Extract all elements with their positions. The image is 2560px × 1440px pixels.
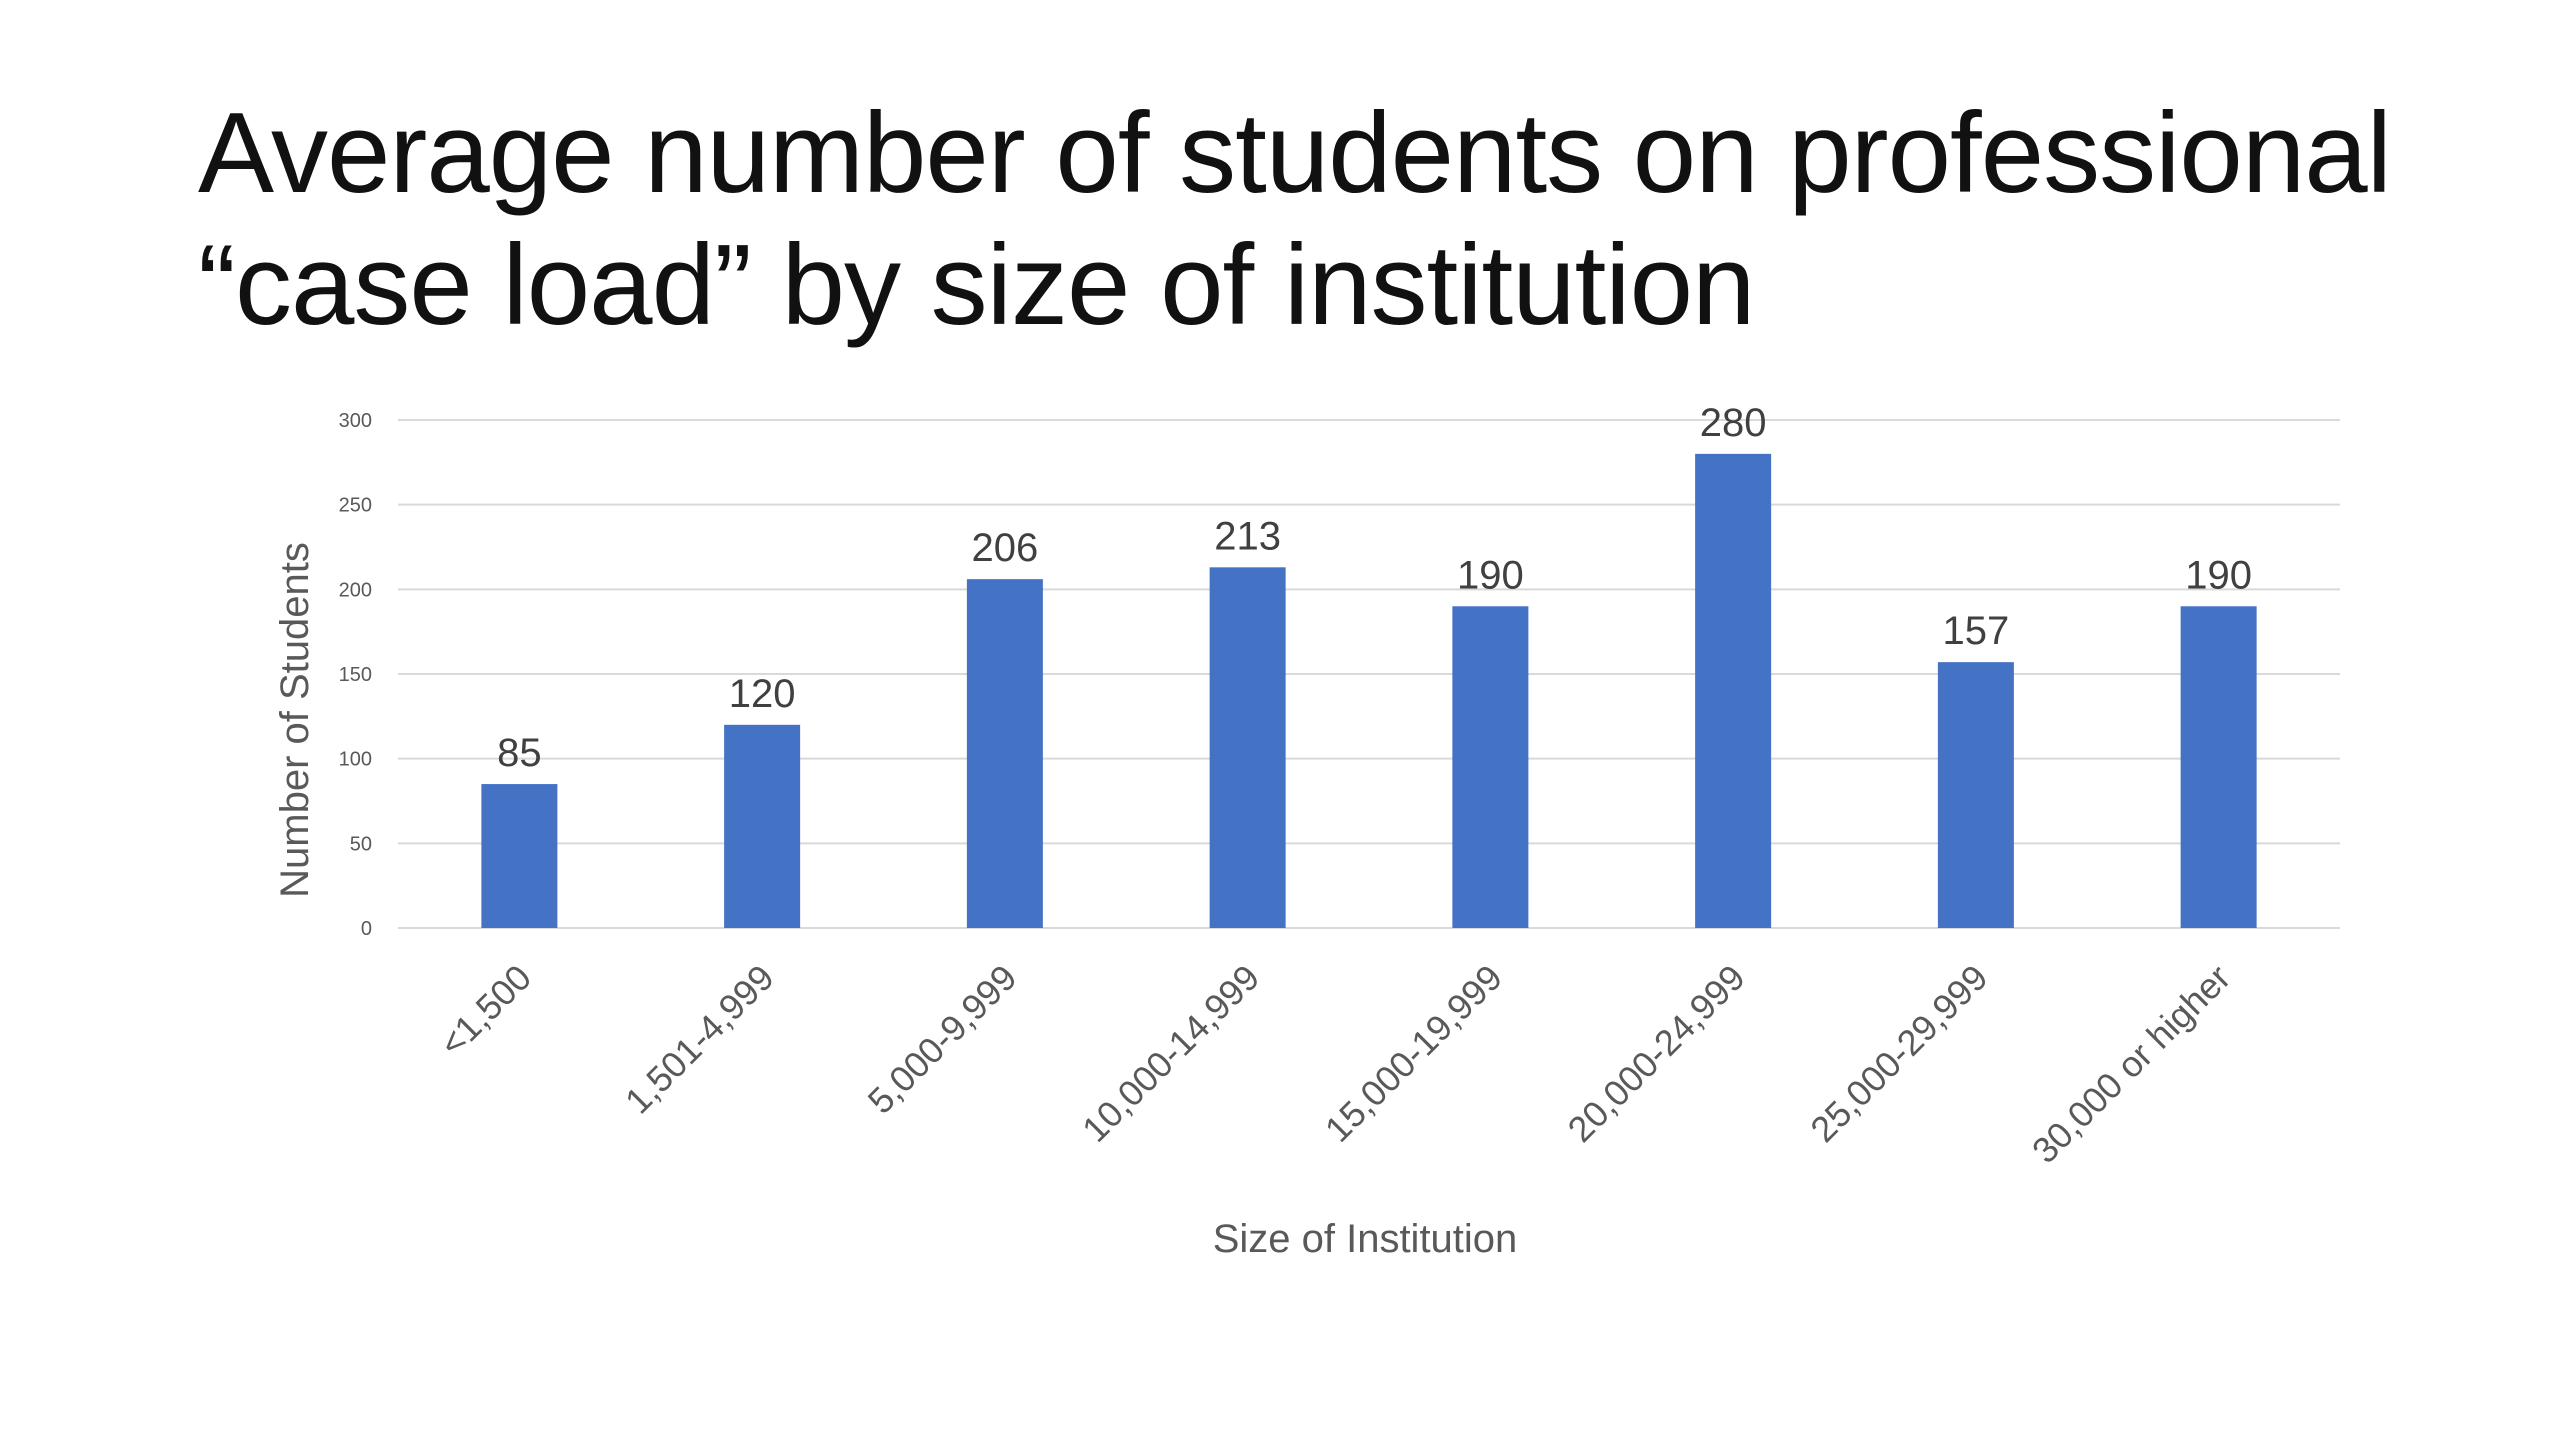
bar — [1209, 567, 1286, 928]
bar — [966, 579, 1043, 928]
y-tick-label: 200 — [339, 579, 372, 601]
bar — [1452, 606, 1529, 928]
x-tick-label: 15,000-19,999 — [1317, 957, 1510, 1150]
slide-title: Average number of students on profession… — [198, 88, 2478, 352]
y-tick-label: 0 — [361, 918, 372, 940]
x-tick-label: <1,500 — [431, 957, 539, 1065]
data-label: 190 — [1457, 553, 1524, 597]
y-tick-label: 300 — [339, 410, 372, 432]
data-label: 213 — [1214, 514, 1281, 558]
slide-title-line-2: “case load” by size of institution — [198, 222, 1755, 349]
bar — [481, 784, 558, 928]
x-tick-label: 5,000-9,999 — [860, 957, 1025, 1122]
data-label: 157 — [1943, 609, 2010, 653]
bar — [724, 724, 801, 928]
data-labels: 85 120 206 213 190 280 157 190 — [497, 401, 2252, 775]
x-tick-label: 30,000 or higher — [2024, 957, 2238, 1171]
y-axis-ticks: 0 50 100 150 200 250 300 — [339, 410, 372, 940]
x-axis-label: Size of Institution — [1213, 1217, 1518, 1261]
bars — [481, 453, 2257, 928]
data-label: 206 — [972, 526, 1039, 570]
x-tick-label: 25,000-29,999 — [1802, 957, 1995, 1150]
bar — [1937, 662, 2014, 928]
x-tick-label: 20,000-24,999 — [1560, 957, 1753, 1150]
gridlines — [398, 419, 2340, 929]
y-tick-label: 250 — [339, 495, 372, 517]
data-label: 85 — [497, 731, 542, 775]
slide-title-line-1: Average number of students on profession… — [198, 90, 2392, 217]
data-label: 190 — [2185, 553, 2252, 597]
y-tick-label: 150 — [339, 664, 372, 686]
x-axis-ticks: <1,500 1,501-4,999 5,000-9,999 10,000-14,99… — [431, 957, 2238, 1171]
data-label: 280 — [1700, 401, 1767, 445]
data-label: 120 — [729, 672, 796, 716]
y-tick-label: 100 — [339, 749, 372, 771]
bar — [2180, 606, 2257, 928]
x-tick-label: 1,501-4,999 — [617, 957, 782, 1122]
y-axis-label: Number of Students — [273, 542, 317, 898]
x-tick-label: 10,000-14,999 — [1074, 957, 1267, 1150]
y-tick-label: 50 — [350, 833, 372, 855]
bar — [1695, 453, 1772, 928]
